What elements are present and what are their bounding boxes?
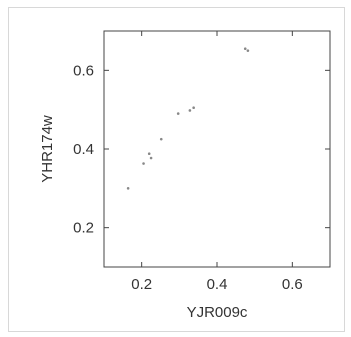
x-tick-label: 0.2 [131,276,152,293]
data-points [126,47,250,190]
figure-border [8,7,345,332]
y-tick-label: 0.4 [73,141,94,158]
data-point [147,152,151,156]
data-point [142,162,145,165]
y-tick-label: 0.2 [73,220,94,237]
data-point [243,47,247,50]
y-axis-ticks: 0.2 0.4 0.6 [73,62,330,237]
plot-area [103,30,331,268]
x-tick-label: 0.4 [207,276,228,293]
data-point [159,137,163,141]
data-point [246,49,250,52]
y-axis-label: YHR174w [39,115,56,183]
x-axis-ticks: 0.2 0.4 0.6 [131,31,303,293]
data-point [188,109,192,112]
data-point [176,112,180,115]
y-tick-label: 0.6 [73,62,94,79]
x-axis-label: YJR009c [187,304,248,321]
data-point [126,187,130,190]
data-point [149,156,153,160]
x-tick-label: 0.6 [282,276,303,293]
data-point [192,106,195,109]
